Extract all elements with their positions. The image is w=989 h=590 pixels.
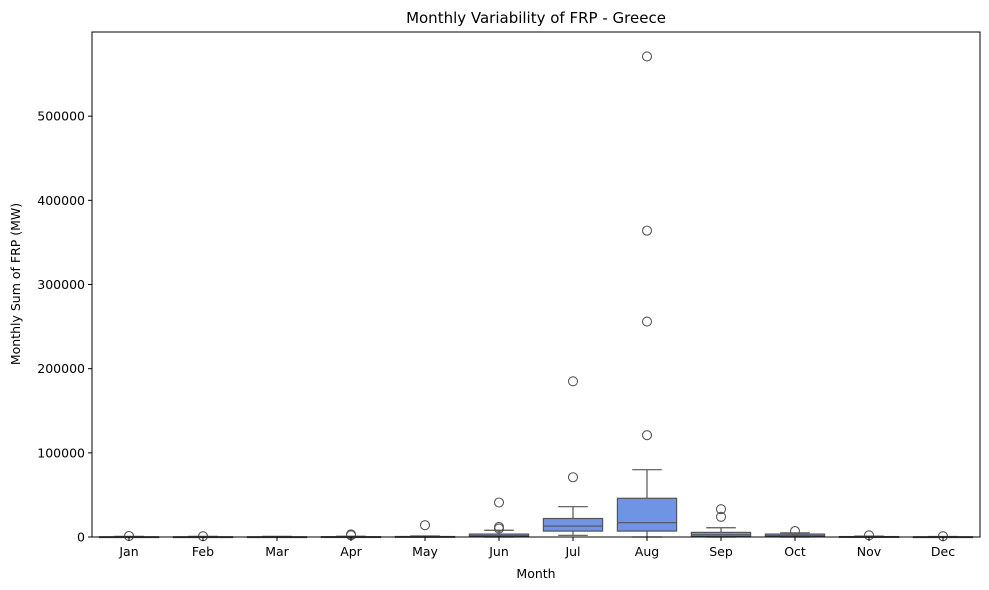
x-tick-label: Oct: [784, 544, 806, 559]
outlier-point: [641, 225, 653, 236]
outlier-point: [493, 497, 505, 508]
outlier-point: [715, 511, 727, 522]
y-axis-label: Monthly Sum of FRP (MW): [8, 203, 23, 365]
y-tick-label: 200000: [37, 361, 85, 376]
x-axis-label: Month: [516, 566, 555, 581]
x-tick-label: Dec: [931, 544, 955, 559]
outlier-point: [715, 504, 727, 515]
box-oct: [764, 526, 826, 538]
outlier-point: [641, 51, 653, 62]
plot-frame: [91, 31, 981, 538]
x-tick-label: Nov: [857, 544, 882, 559]
x-tick-label: Apr: [340, 544, 362, 559]
plot-area: [91, 31, 981, 542]
box-may: [394, 520, 456, 538]
x-tick-label: Jan: [118, 544, 138, 559]
outlier-point: [641, 430, 653, 441]
outlier-point: [567, 376, 579, 387]
box-aug: [616, 51, 678, 538]
y-tick-label: 300000: [37, 277, 85, 292]
outlier-point: [641, 316, 653, 327]
iqr-box: [542, 517, 604, 532]
box-sep: [690, 504, 752, 538]
y-tick-label: 500000: [37, 109, 85, 124]
chart-title: Monthly Variability of FRP - Greece: [406, 9, 666, 27]
x-tick-label: Aug: [635, 544, 659, 559]
y-tick-label: 400000: [37, 193, 85, 208]
outlier-point: [567, 472, 579, 483]
outlier-point: [493, 521, 505, 532]
x-tick-label: Jun: [488, 544, 509, 559]
y-tick-label: 100000: [37, 445, 85, 460]
x-tick-label: Mar: [265, 544, 289, 559]
box-jul: [542, 376, 604, 536]
x-tick-label: Jul: [564, 544, 580, 559]
y-tick-label: 0: [77, 530, 85, 545]
outlier-point: [789, 526, 801, 537]
x-tick-label: Feb: [192, 544, 214, 559]
x-tick-label: Sep: [709, 544, 733, 559]
box-jun: [468, 497, 530, 538]
x-axis: Jan Feb Mar Apr May Jun Jul Aug Sep Oct Nov Dec: [118, 537, 955, 559]
outlier-point: [419, 520, 431, 531]
y-axis: 0 100000 200000 300000 400000 500000: [37, 109, 92, 545]
x-tick-label: May: [412, 544, 438, 559]
iqr-box: [616, 497, 678, 532]
